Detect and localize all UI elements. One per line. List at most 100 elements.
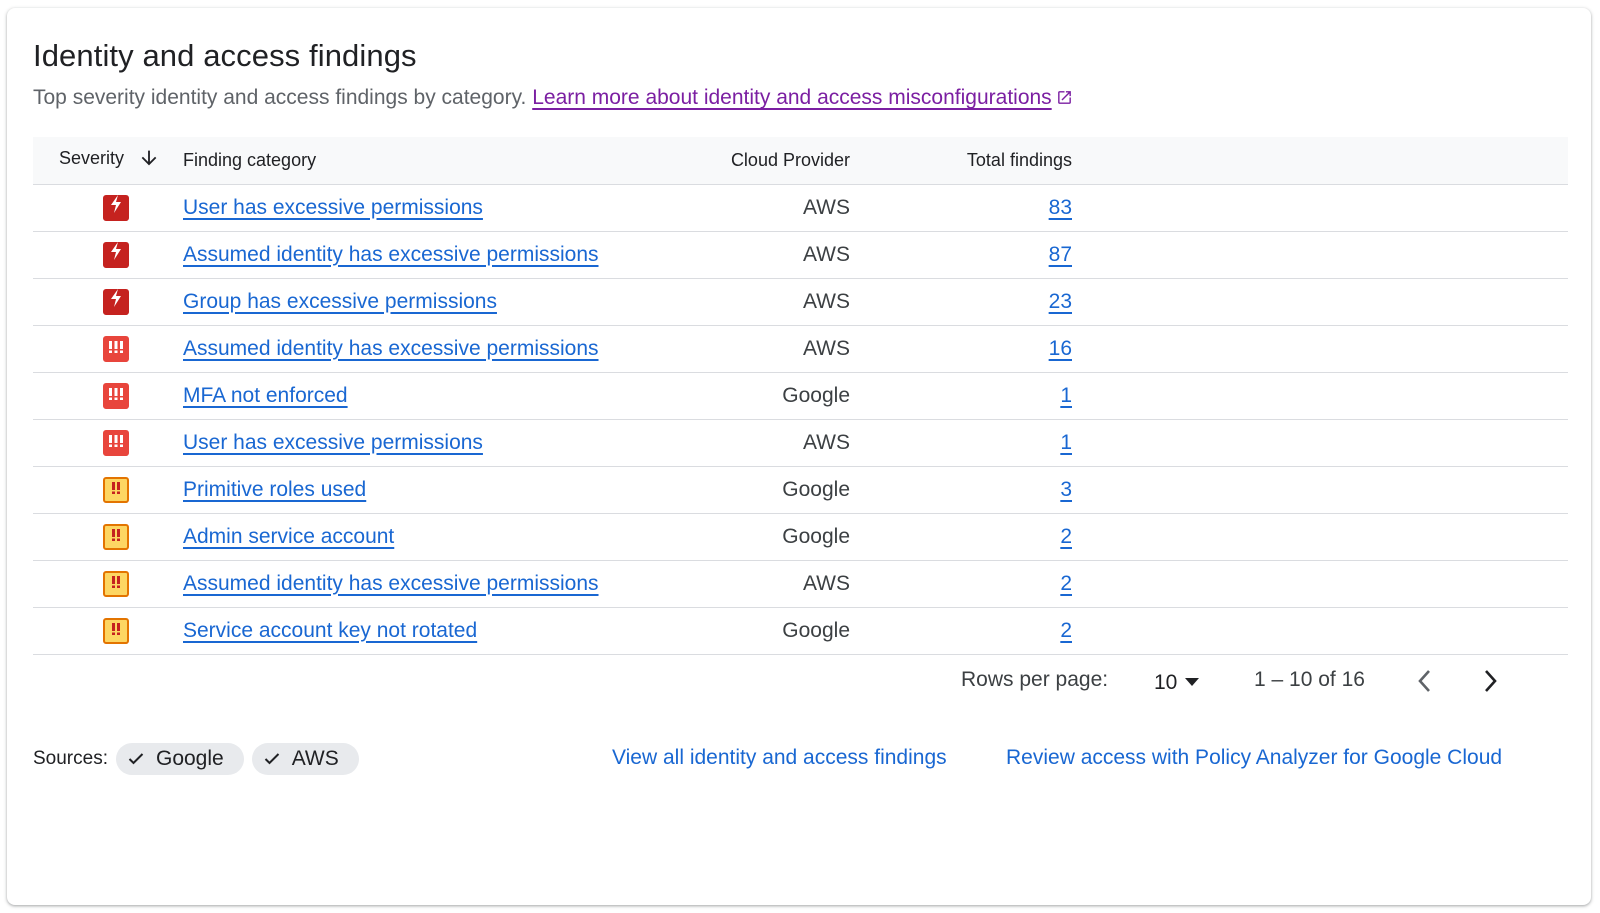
category-cell: Assumed identity has excessive permissio… [183, 231, 633, 279]
subtitle-text: Top severity identity and access finding… [33, 86, 527, 109]
spacer-cell [1072, 325, 1568, 373]
total-findings-link[interactable]: 2 [1060, 571, 1072, 595]
high-severity-icon [103, 335, 129, 362]
medium-severity-icon [103, 476, 129, 503]
provider-cell: AWS [633, 419, 850, 467]
finding-category-link[interactable]: User has excessive permissions [183, 430, 483, 454]
total-findings-link[interactable]: 16 [1048, 336, 1072, 360]
severity-cell [33, 466, 183, 514]
source-chip-label: AWS [291, 747, 339, 770]
total-findings-link[interactable]: 83 [1048, 195, 1072, 219]
view-all-findings-link[interactable]: View all identity and access findings [612, 746, 947, 769]
total-findings-link[interactable]: 1 [1060, 383, 1072, 407]
provider-cell: Google [633, 466, 850, 514]
table-row: Assumed identity has excessive permissio… [33, 325, 1568, 373]
total-findings-link[interactable]: 2 [1060, 524, 1072, 548]
table-row: Admin service account Google 2 [33, 513, 1568, 561]
severity-cell [33, 560, 183, 608]
provider-cell: AWS [633, 560, 850, 608]
check-icon [128, 747, 144, 771]
spacer-cell [1072, 560, 1568, 608]
severity-cell [33, 278, 183, 326]
finding-category-link[interactable]: Assumed identity has excessive permissio… [183, 242, 599, 266]
sources-filter: Sources: Google AWS [33, 743, 359, 775]
total-findings-link[interactable]: 87 [1048, 242, 1072, 266]
severity-cell [33, 419, 183, 467]
total-cell: 16 [850, 325, 1072, 373]
provider-cell: Google [633, 607, 850, 655]
source-chip-aws[interactable]: AWS [251, 743, 359, 775]
table-row: Assumed identity has excessive permissio… [33, 560, 1568, 608]
total-findings-link[interactable]: 23 [1048, 289, 1072, 313]
total-cell: 3 [850, 466, 1072, 514]
source-chip-label: Google [155, 747, 224, 770]
dropdown-caret-icon [1185, 668, 1200, 692]
total-cell: 83 [850, 184, 1072, 232]
table-row: User has excessive permissions AWS 83 [33, 184, 1568, 232]
sort-descending-icon[interactable] [138, 147, 160, 174]
high-severity-icon [103, 429, 129, 456]
policy-analyzer-link[interactable]: Review access with Policy Analyzer for G… [1006, 746, 1503, 769]
next-page-icon[interactable] [1479, 668, 1501, 700]
severity-cell [33, 231, 183, 279]
category-cell: MFA not enforced [183, 372, 633, 420]
total-cell: 87 [850, 231, 1072, 279]
finding-category-link[interactable]: User has excessive permissions [183, 195, 483, 219]
provider-cell: AWS [633, 278, 850, 326]
learn-more-label: Learn more about identity and access mis… [532, 86, 1052, 109]
card-subtitle: Top severity identity and access finding… [33, 86, 1073, 112]
total-cell: 2 [850, 560, 1072, 608]
severity-header-label: Severity [59, 147, 125, 168]
previous-page-icon[interactable] [1414, 668, 1436, 700]
medium-severity-icon [103, 617, 129, 644]
finding-category-link[interactable]: Service account key not rotated [183, 618, 478, 642]
spacer-cell [1072, 372, 1568, 420]
external-link-icon[interactable] [1056, 88, 1073, 112]
source-chip-google[interactable]: Google [115, 743, 244, 775]
provider-column-header[interactable]: Cloud Provider [633, 137, 850, 185]
severity-cell [33, 513, 183, 561]
rows-per-page-select[interactable]: 10 [1154, 668, 1200, 695]
table-row: Assumed identity has excessive permissio… [33, 231, 1568, 279]
severity-cell [33, 325, 183, 373]
finding-category-link[interactable]: Assumed identity has excessive permissio… [183, 336, 599, 360]
category-column-header[interactable]: Finding category [183, 137, 633, 185]
finding-category-link[interactable]: Admin service account [183, 524, 395, 548]
spacer-cell [1072, 184, 1568, 232]
spacer-cell [1072, 231, 1568, 279]
finding-category-link[interactable]: Group has excessive permissions [183, 289, 497, 313]
total-cell: 23 [850, 278, 1072, 326]
total-column-header[interactable]: Total findings [850, 137, 1072, 185]
finding-category-link[interactable]: Primitive roles used [183, 477, 367, 501]
pagination-range: 1 – 10 of 16 [1254, 668, 1365, 691]
critical-severity-icon [103, 241, 129, 268]
provider-cell: Google [633, 513, 850, 561]
spacer-cell [1072, 607, 1568, 655]
critical-severity-icon [103, 288, 129, 315]
spacer-cell [1072, 513, 1568, 561]
total-findings-link[interactable]: 2 [1060, 618, 1072, 642]
provider-cell: Google [633, 372, 850, 420]
finding-category-link[interactable]: MFA not enforced [183, 383, 348, 407]
severity-cell [33, 372, 183, 420]
total-cell: 1 [850, 419, 1072, 467]
table-header-row: Severity Finding category Cloud Provider… [33, 137, 1568, 185]
table-row: MFA not enforced Google 1 [33, 372, 1568, 420]
severity-column-header[interactable]: Severity [33, 137, 183, 185]
rows-per-page-value: 10 [1154, 671, 1178, 694]
total-cell: 2 [850, 607, 1072, 655]
total-findings-link[interactable]: 1 [1060, 430, 1072, 454]
severity-cell [33, 184, 183, 232]
learn-more-link[interactable]: Learn more about identity and access mis… [532, 86, 1051, 109]
provider-cell: AWS [633, 325, 850, 373]
finding-category-link[interactable]: Assumed identity has excessive permissio… [183, 571, 599, 595]
total-findings-link[interactable]: 3 [1060, 477, 1072, 501]
category-cell: Group has excessive permissions [183, 278, 633, 326]
table-row: Group has excessive permissions AWS 23 [33, 278, 1568, 326]
medium-severity-icon [103, 570, 129, 597]
table-row: Primitive roles used Google 3 [33, 466, 1568, 514]
total-cell: 2 [850, 513, 1072, 561]
medium-severity-icon [103, 523, 129, 550]
category-cell: Primitive roles used [183, 466, 633, 514]
category-cell: Assumed identity has excessive permissio… [183, 560, 633, 608]
